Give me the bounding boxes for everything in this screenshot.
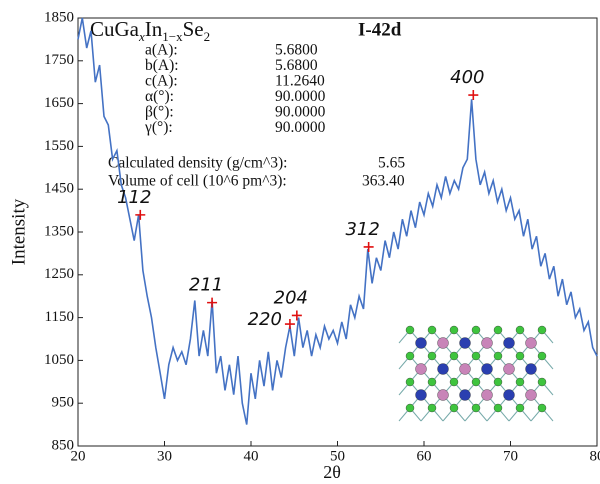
atom <box>405 351 415 361</box>
atom <box>405 377 415 387</box>
x-tick-label: 20 <box>71 448 86 464</box>
atom <box>493 351 503 361</box>
atom <box>427 403 437 413</box>
y-tick-label: 950 <box>52 395 75 411</box>
atom <box>427 351 437 361</box>
atom <box>515 377 525 387</box>
atom <box>537 325 547 335</box>
atom <box>405 403 415 413</box>
y-tick-label: 1550 <box>44 138 74 154</box>
atom <box>525 363 537 375</box>
param-label: γ(°): <box>144 119 173 136</box>
atom <box>537 403 547 413</box>
x-tick-label: 30 <box>157 448 172 464</box>
peak-marker <box>135 209 146 220</box>
space-group: I-42d <box>358 19 402 40</box>
y-tick-label: 1050 <box>44 352 74 368</box>
param-value: 90.0000 <box>275 119 326 136</box>
x-tick-label: 50 <box>330 448 345 464</box>
peak-marker <box>291 310 302 321</box>
param-label: c(A): <box>145 73 178 90</box>
atom <box>437 363 449 375</box>
peak-label: 400 <box>450 67 484 88</box>
atom <box>449 351 459 361</box>
atom <box>415 337 427 349</box>
atom <box>471 377 481 387</box>
crystal-structure <box>398 325 554 422</box>
peak-marker <box>468 90 479 101</box>
x-tick-label: 40 <box>244 448 259 464</box>
param-label: a(A): <box>145 42 178 59</box>
density-value: 5.65 <box>378 155 405 172</box>
x-axis-label: 2θ <box>323 462 341 482</box>
y-tick-label: 1150 <box>45 309 74 325</box>
y-axis-label: Intensity <box>8 198 29 265</box>
y-tick-label: 1450 <box>44 181 74 197</box>
peak-label: 211 <box>189 275 223 296</box>
atom <box>459 337 471 349</box>
atom <box>525 337 537 349</box>
atom <box>525 389 537 401</box>
atom <box>537 377 547 387</box>
y-tick-label: 1250 <box>44 266 74 282</box>
y-tick-label: 1350 <box>44 223 74 239</box>
atom <box>437 337 449 349</box>
param-value: 5.6800 <box>275 42 318 59</box>
y-tick-label: 850 <box>52 437 75 453</box>
density-label: Calculated density (g/cm^3): <box>108 155 287 172</box>
atom <box>449 403 459 413</box>
peak-label: 204 <box>274 287 308 308</box>
volume-value: 363.40 <box>362 173 405 190</box>
atom <box>503 363 515 375</box>
atom <box>427 377 437 387</box>
atom <box>493 377 503 387</box>
atom <box>437 389 449 401</box>
xrd-line <box>77 17 598 425</box>
atom <box>415 389 427 401</box>
atom <box>471 403 481 413</box>
x-tick-label: 80 <box>590 448 600 464</box>
atom <box>481 389 493 401</box>
peak-marker <box>207 297 218 308</box>
atom <box>471 325 481 335</box>
x-tick-label: 70 <box>503 448 518 464</box>
atom <box>449 377 459 387</box>
atom <box>427 325 437 335</box>
peak-label: 220 <box>248 309 282 330</box>
y-tick-label: 1750 <box>44 52 74 68</box>
atom <box>515 351 525 361</box>
atom <box>405 325 415 335</box>
atom <box>503 389 515 401</box>
y-tick-label: 1650 <box>44 95 74 111</box>
peak-label: 112 <box>117 187 151 208</box>
volume-label: Volume of cell (10^6 pm^3): <box>108 173 287 190</box>
atom <box>481 337 493 349</box>
param-value: 5.6800 <box>275 57 318 74</box>
atom <box>493 325 503 335</box>
peak-marker <box>284 319 295 330</box>
formula: CuGaxIn1−xSe2 <box>90 17 210 44</box>
param-label: β(°): <box>145 104 174 121</box>
atom <box>515 325 525 335</box>
atom <box>503 337 515 349</box>
atom <box>481 363 493 375</box>
param-value: 90.0000 <box>275 104 326 121</box>
x-tick-label: 60 <box>417 448 432 464</box>
param-value: 90.0000 <box>275 88 326 105</box>
param-value: 11.2640 <box>275 73 325 90</box>
atom <box>459 389 471 401</box>
peak-marker <box>363 241 374 252</box>
atom <box>471 351 481 361</box>
y-tick-label: 1850 <box>44 9 74 25</box>
atom <box>515 403 525 413</box>
atom <box>449 325 459 335</box>
atom <box>459 363 471 375</box>
atom <box>415 363 427 375</box>
atom <box>537 351 547 361</box>
param-label: α(°): <box>145 88 174 105</box>
peak-label: 312 <box>345 219 379 240</box>
atom <box>493 403 503 413</box>
param-label: b(A): <box>145 57 179 74</box>
